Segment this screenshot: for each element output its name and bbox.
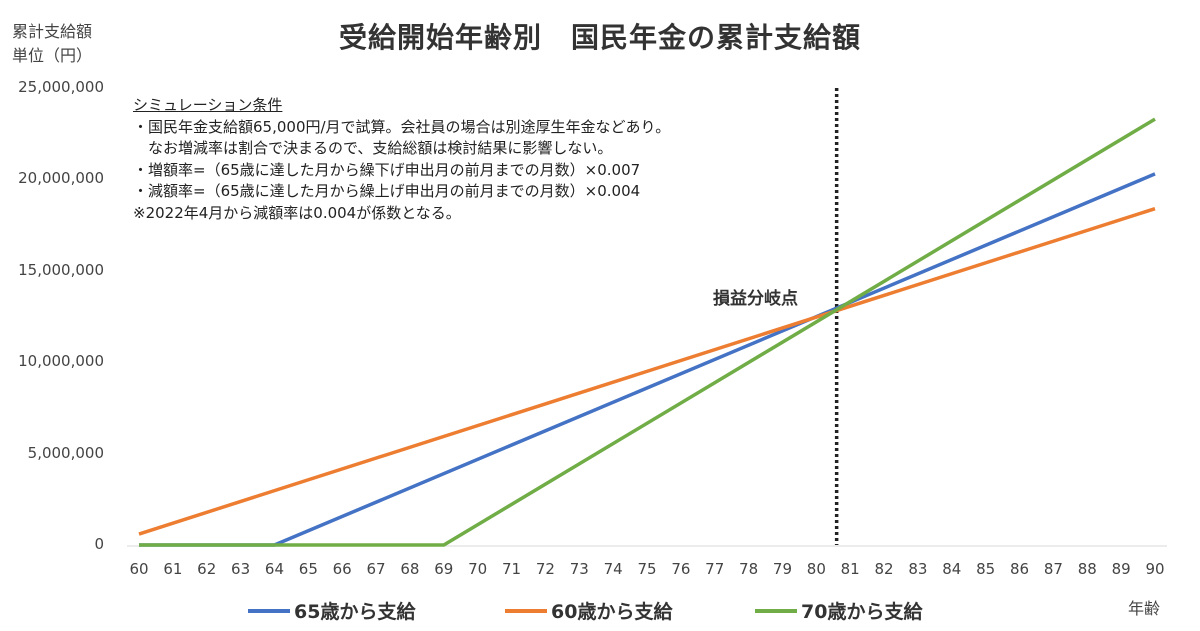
x-tick-label: 90 [1145,560,1165,578]
series-line-2 [139,117,1156,547]
x-tick-label: 69 [434,560,454,578]
legend-item-60: 60歳から支給 [505,597,672,624]
y-axis-label-line-1: 累計支給額 [12,22,93,41]
x-tick-label: 67 [366,560,386,578]
notes-heading: シミュレーション条件 [133,96,283,114]
legend-swatch-60 [505,608,547,613]
x-tick-label: 87 [1043,560,1063,578]
legend-swatch-70 [755,608,797,613]
x-tick-label: 82 [874,560,894,578]
y-axis-label: 累計支給額 単位（円） [12,20,92,68]
legend-item-70: 70歳から支給 [755,597,922,624]
y-tick-label: 5,000,000 [27,443,104,462]
x-tick-label: 65 [298,560,318,578]
x-tick-label: 71 [501,560,522,578]
legend-label-70: 70歳から支給 [801,601,923,623]
chart-title: 受給開始年齢別 国民年金の累計支給額 [338,21,861,54]
y-tick-label: 15,000,000 [18,260,104,279]
y-tick-label: 25,000,000 [18,78,104,96]
x-tick-label: 89 [1111,560,1131,578]
x-tick-label: 74 [603,560,623,578]
x-tick-label: 86 [1009,560,1030,578]
legend-label-65: 65歳から支給 [294,601,416,623]
x-tick-label: 81 [840,560,860,578]
simulation-notes: シミュレーション条件 ・国民年金支給額65,000円/月で試算。会社員の場合は別… [133,95,670,224]
notes-line-1: ・国民年金支給額65,000円/月で試算。会社員の場合は別途厚生年金などあり。 [133,117,671,136]
x-tick-label: 78 [739,560,759,578]
series-line-0 [139,172,1156,547]
x-tick-label: 63 [231,560,251,578]
breakeven-label: 損益分岐点 [713,289,798,309]
x-tick-label: 76 [671,560,691,578]
x-tick-label: 79 [772,560,792,578]
notes-line-5: ※2022年4月から減額率は0.004が係数となる。 [133,203,461,222]
x-tick-label: 75 [637,560,657,578]
x-tick-label: 84 [942,560,962,578]
notes-line-4: ・減額率=（65歳に達した月から繰上げ申出月の前月までの月数）×0.004 [133,182,641,200]
x-axis-label: 年齢 [1128,599,1161,618]
x-tick-label: 83 [908,560,928,578]
y-tick-label: 0 [94,535,104,553]
y-axis-label-line-2: 単位（円） [12,46,93,65]
series-line-1 [138,206,1156,536]
x-tick-label: 64 [264,560,284,578]
legend-label-60: 60歳から支給 [551,601,673,623]
x-tick-label: 66 [332,560,352,578]
x-tick-label: 62 [197,560,217,578]
x-tick-label: 60 [129,560,149,578]
y-tick-label: 20,000,000 [18,169,104,188]
x-tick-label: 72 [535,560,555,578]
x-tick-label: 61 [163,560,183,578]
notes-line-2: なお増減率は割合で決まるので、支給総額は検討結果に影響しない。 [133,139,613,157]
x-tick-label: 77 [705,560,725,578]
x-tick-label: 70 [468,560,488,578]
x-tick-label: 85 [976,560,996,578]
legend-item-65: 65歳から支給 [248,597,415,624]
x-tick-label: 80 [806,560,826,578]
notes-line-3: ・増額率=（65歳に達した月から繰下げ申出月の前月までの月数）×0.007 [133,160,641,179]
x-tick-label: 68 [400,560,420,578]
legend-swatch-65 [248,608,290,613]
x-tick-label: 73 [569,560,589,578]
y-tick-label: 10,000,000 [18,352,104,371]
x-tick-label: 88 [1077,560,1097,578]
